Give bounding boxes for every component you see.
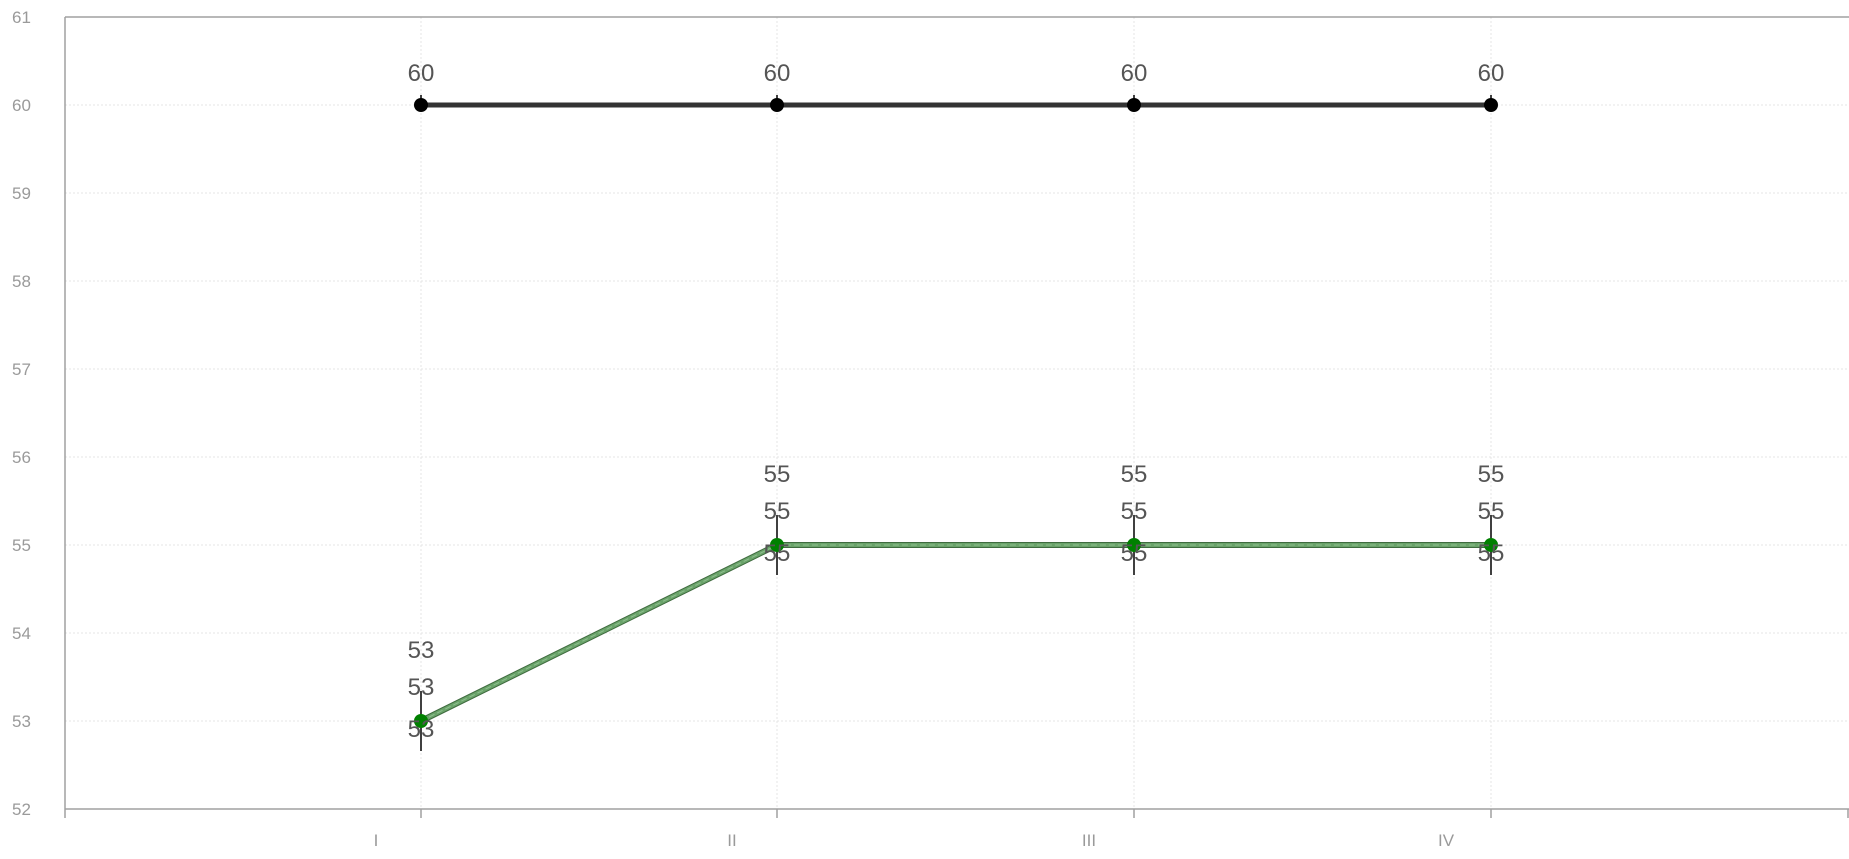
data-label: 55 bbox=[1478, 540, 1505, 567]
data-label: 60 bbox=[1478, 60, 1505, 87]
y-tick-label: 60 bbox=[12, 96, 31, 115]
data-labels: 60 60 60 60 53 53 53 55 55 55 55 55 55 55 55 55 bbox=[408, 60, 1505, 743]
y-tick-label: 59 bbox=[12, 184, 31, 203]
x-tick-label: II bbox=[727, 831, 736, 850]
x-tick-label: I bbox=[374, 831, 379, 850]
data-point bbox=[1127, 98, 1141, 112]
y-tick-label: 61 bbox=[12, 8, 31, 27]
y-tick-label: 53 bbox=[12, 712, 31, 731]
data-point bbox=[1484, 538, 1498, 552]
series-line-hatch bbox=[420, 544, 1491, 722]
data-label: 60 bbox=[764, 60, 791, 87]
data-point bbox=[770, 98, 784, 112]
x-tick-label: III bbox=[1082, 831, 1096, 850]
data-label: 53 bbox=[408, 716, 435, 743]
data-label: 55 bbox=[764, 540, 791, 567]
series-2 bbox=[414, 515, 1498, 751]
y-tick-label: 56 bbox=[12, 448, 31, 467]
series bbox=[414, 95, 1498, 751]
data-label: 55 bbox=[1121, 461, 1148, 488]
y-tick-label: 55 bbox=[12, 536, 31, 555]
y-tick-label: 52 bbox=[12, 800, 31, 819]
data-label: 55 bbox=[764, 498, 791, 525]
data-label: 55 bbox=[1478, 498, 1505, 525]
x-tick-label: IV bbox=[1438, 831, 1455, 850]
data-label: 53 bbox=[408, 674, 435, 701]
data-point bbox=[414, 714, 428, 728]
data-point bbox=[1484, 98, 1498, 112]
data-label: 55 bbox=[1478, 461, 1505, 488]
data-point bbox=[770, 538, 784, 552]
y-tick-label: 57 bbox=[12, 360, 31, 379]
data-label: 60 bbox=[408, 60, 435, 87]
data-point bbox=[414, 98, 428, 112]
grid-lines bbox=[65, 16, 1849, 809]
data-label: 60 bbox=[1121, 60, 1148, 87]
data-label: 55 bbox=[1121, 498, 1148, 525]
series-1 bbox=[414, 95, 1498, 112]
y-tick-label: 54 bbox=[12, 624, 31, 643]
data-point bbox=[1127, 538, 1141, 552]
data-label: 55 bbox=[764, 461, 791, 488]
data-label: 53 bbox=[408, 637, 435, 664]
data-label: 55 bbox=[1121, 540, 1148, 567]
y-tick-label: 58 bbox=[12, 272, 31, 291]
